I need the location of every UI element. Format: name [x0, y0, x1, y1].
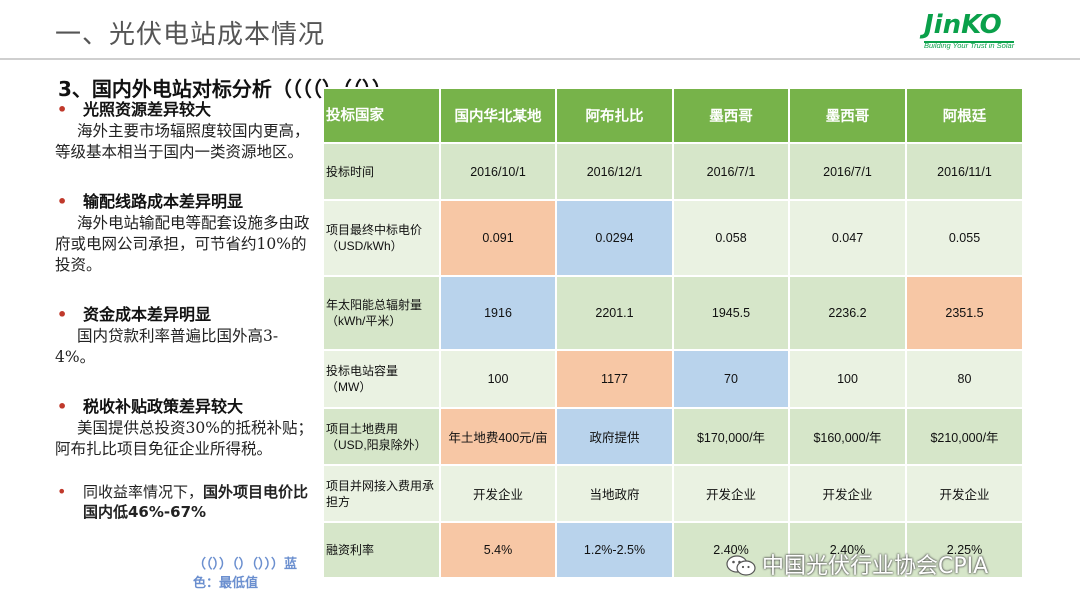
table-cell: $170,000/年: [672, 407, 790, 466]
table-row: 融资利率 5.4% 1.2%-2.5% 2.40% 2.40% 2.25%: [322, 521, 1024, 579]
table-cell: 2.40%: [788, 521, 907, 579]
watermark-text: 中国光伏行业协会CPIA: [762, 554, 989, 579]
bullet-item: • 光照资源差异较大 海外主要市场辐照度较国内更高，等级基本相当于国内一类资源地区…: [55, 99, 317, 163]
table-cell: 2016/7/1: [672, 142, 790, 201]
row-label: 投标电站容量（MW）: [322, 349, 441, 409]
table-cell-lowest: 0.0294: [555, 199, 674, 277]
bullet-heading: 资金成本差异明显: [83, 305, 212, 324]
table-cell-highest: 2351.5: [905, 275, 1024, 351]
wechat-icon: [726, 555, 756, 576]
bullet-body: 美国提供总投资30%的抵税补贴；阿布扎比项目免征企业所得税。: [55, 419, 313, 458]
table-cell: 当地政府: [555, 464, 674, 523]
table-cell: 0.047: [788, 199, 907, 277]
table-cell-highest: 0.091: [439, 199, 557, 277]
logo-tagline: Building Your Trust in Solar: [924, 41, 1015, 50]
legend-note: （（））（）（）））蓝色：最低值: [193, 557, 298, 591]
header-cell: 墨西哥: [672, 87, 790, 144]
table-cell: 2.25%: [905, 521, 1024, 579]
logo-name: JinKO: [924, 10, 1002, 40]
row-label: 年太阳能总辐射量（kWh/平米）: [322, 275, 441, 351]
logo-underline: [924, 41, 1014, 43]
table-row: 项目最终中标电价（USD/kWh） 0.091 0.0294 0.058 0.0…: [322, 199, 1024, 277]
table-cell: 0.058: [672, 199, 790, 277]
bullet-heading: 光照资源差异较大: [83, 100, 212, 119]
bullet-conclusion: • 同收益率情况下，国外项目电价比国内低46%-67%: [55, 482, 317, 522]
table-cell: 开发企业: [905, 464, 1024, 523]
row-label: 项目最终中标电价（USD/kWh）: [322, 199, 441, 277]
bullet-item: • 税收补贴政策差异较大 美国提供总投资30%的抵税补贴；阿布扎比项目免征企业所得…: [55, 396, 317, 460]
table-cell: 2.40%: [672, 521, 790, 579]
table-cell: 开发企业: [439, 464, 557, 523]
table-cell-lowest: 1.2%-2.5%: [555, 521, 674, 579]
table-row: 项目土地费用（USD,阳泉除外） 年土地费400元/亩 政府提供 $170,00…: [322, 407, 1024, 466]
table-row: 投标时间 2016/10/1 2016/12/1 2016/7/1 2016/7…: [322, 142, 1024, 201]
row-label: 融资利率: [322, 521, 441, 579]
table-cell: 2201.1: [555, 275, 674, 351]
table-cell: 2236.2: [788, 275, 907, 351]
bullet-body: 海外电站输配电等配套设施多由政府或电网公司承担，可节省约10%的投资。: [55, 214, 310, 274]
table-cell-highest: 1177: [555, 349, 674, 409]
bullet-body: 海外主要市场辐照度较国内更高，等级基本相当于国内一类资源地区。: [55, 122, 310, 161]
bullet-heading: 输配线路成本差异明显: [83, 192, 244, 211]
watermark: 中国光伏行业协会CPIA: [726, 548, 988, 580]
bullet-dot-icon: •: [57, 100, 68, 119]
table-cell-highest: 年土地费400元/亩: [439, 407, 557, 466]
bullet-dot-icon: •: [57, 192, 68, 211]
jinko-logo: JinKO Building Your Trust in Solar: [924, 10, 1024, 50]
header-cell: 投标国家: [322, 87, 441, 144]
table-cell: 2016/7/1: [788, 142, 907, 201]
bullet-item: • 输配线路成本差异明显 海外电站输配电等配套设施多由政府或电网公司承担，可节省约…: [55, 191, 317, 276]
table-cell: 开发企业: [672, 464, 790, 523]
row-label: 投标时间: [322, 142, 441, 201]
table-cell: 80: [905, 349, 1024, 409]
header-cell: 阿根廷: [905, 87, 1024, 144]
table-cell: 2016/12/1: [555, 142, 674, 201]
table-cell: 0.055: [905, 199, 1024, 277]
benchmark-table: 投标国家 国内华北某地 阿布扎比 墨西哥 墨西哥 阿根廷 投标时间 2016/1…: [322, 87, 1024, 579]
table-cell: $160,000/年: [788, 407, 907, 466]
table-cell: 2016/11/1: [905, 142, 1024, 201]
table-cell-highest: 5.4%: [439, 521, 557, 579]
table-row: 项目并网接入费用承担方 开发企业 当地政府 开发企业 开发企业 开发企业: [322, 464, 1024, 523]
table-cell-lowest: 1916: [439, 275, 557, 351]
bullet-body: 国内贷款利率普遍比国外高3-4%。: [55, 327, 279, 366]
table-cell: 100: [788, 349, 907, 409]
table-cell: 2016/10/1: [439, 142, 557, 201]
header-cell: 国内华北某地: [439, 87, 557, 144]
bullet-item: • 资金成本差异明显 国内贷款利率普遍比国外高3-4%。: [55, 304, 317, 368]
conclusion-bold: 国外项目电价比国内低46%-67%: [83, 483, 309, 521]
header-cell: 阿布扎比: [555, 87, 674, 144]
table-cell-lowest: 70: [672, 349, 790, 409]
row-label: 项目土地费用（USD,阳泉除外）: [322, 407, 441, 466]
bullet-dot-icon: •: [57, 305, 68, 324]
table-header-row: 投标国家 国内华北某地 阿布扎比 墨西哥 墨西哥 阿根廷: [322, 87, 1024, 144]
conclusion-prefix: 同收益率情况下，: [83, 483, 204, 501]
page-title: 一、光伏电站成本情况: [55, 20, 326, 50]
header-cell: 墨西哥: [788, 87, 907, 144]
bullet-heading: 税收补贴政策差异较大: [83, 397, 244, 416]
table-row: 年太阳能总辐射量（kWh/平米） 1916 2201.1 1945.5 2236…: [322, 275, 1024, 351]
table-cell-lowest: 政府提供: [555, 407, 674, 466]
title-divider: [0, 58, 1080, 60]
table-cell: 1945.5: [672, 275, 790, 351]
row-label: 项目并网接入费用承担方: [322, 464, 441, 523]
table-cell: 开发企业: [788, 464, 907, 523]
table-cell: $210,000/年: [905, 407, 1024, 466]
table-cell: 100: [439, 349, 557, 409]
bullet-list: • 光照资源差异较大 海外主要市场辐照度较国内更高，等级基本相当于国内一类资源地区…: [55, 99, 317, 522]
bullet-dot-icon: •: [57, 397, 68, 416]
table-row: 投标电站容量（MW） 100 1177 70 100 80: [322, 349, 1024, 409]
bullet-dot-icon: •: [57, 482, 67, 501]
